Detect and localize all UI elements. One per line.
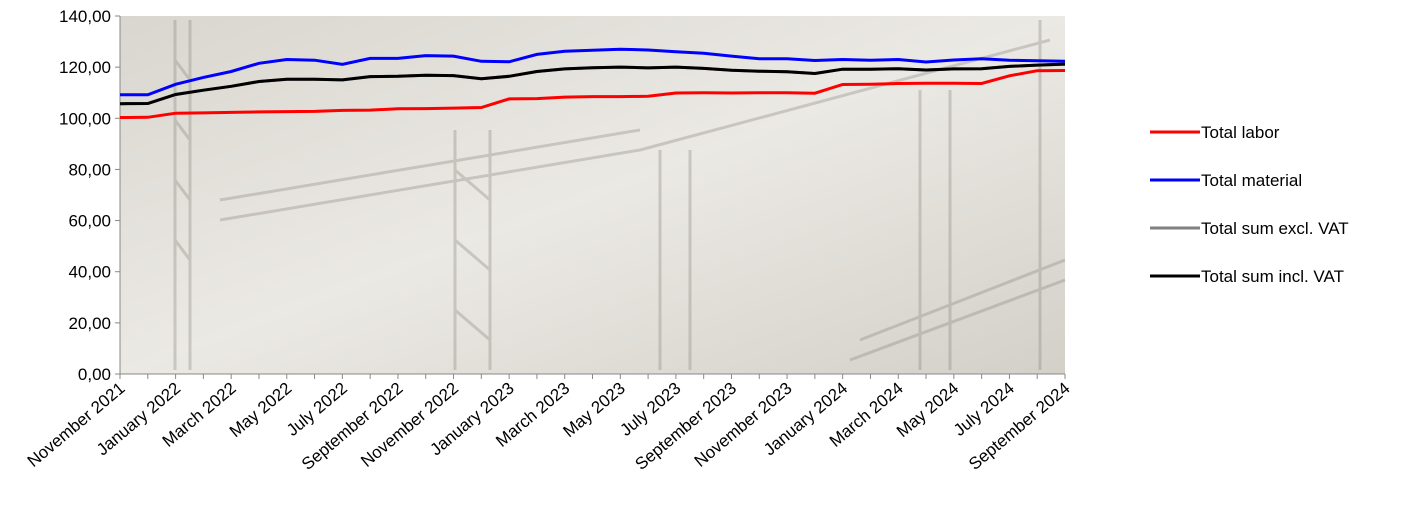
y-tick-label: 60,00 xyxy=(68,212,111,231)
x-tick-label: November 2021 xyxy=(24,379,129,471)
y-tick-label: 140,00 xyxy=(59,7,111,26)
x-tick-label: September 2024 xyxy=(965,379,1074,474)
x-tick-label: September 2022 xyxy=(298,379,407,474)
series-line xyxy=(119,62,1066,106)
series-line xyxy=(120,47,1066,97)
x-tick-label: September 2023 xyxy=(632,379,741,474)
x-tick-label: November 2022 xyxy=(357,379,462,471)
y-tick-label: 40,00 xyxy=(68,263,111,282)
legend-label: Total material xyxy=(1201,171,1302,190)
legend-label: Total sum incl. VAT xyxy=(1201,267,1344,286)
series-line xyxy=(119,69,1066,119)
y-tick-label: 20,00 xyxy=(68,314,111,333)
y-tick-label: 120,00 xyxy=(59,58,111,77)
legend-label: Total sum excl. VAT xyxy=(1201,219,1349,238)
plot-background xyxy=(120,16,1065,374)
x-tick-label: May 2024 xyxy=(893,379,962,442)
y-tick-label: 80,00 xyxy=(68,160,111,179)
legend-label: Total labor xyxy=(1201,123,1280,142)
y-tick-label: 0,00 xyxy=(78,365,111,384)
y-tick-label: 100,00 xyxy=(59,109,111,128)
x-tick-label: November 2023 xyxy=(691,379,796,471)
x-tick-label: May 2022 xyxy=(226,379,295,442)
x-tick-label: May 2023 xyxy=(559,379,628,442)
background-picture xyxy=(173,20,1066,370)
